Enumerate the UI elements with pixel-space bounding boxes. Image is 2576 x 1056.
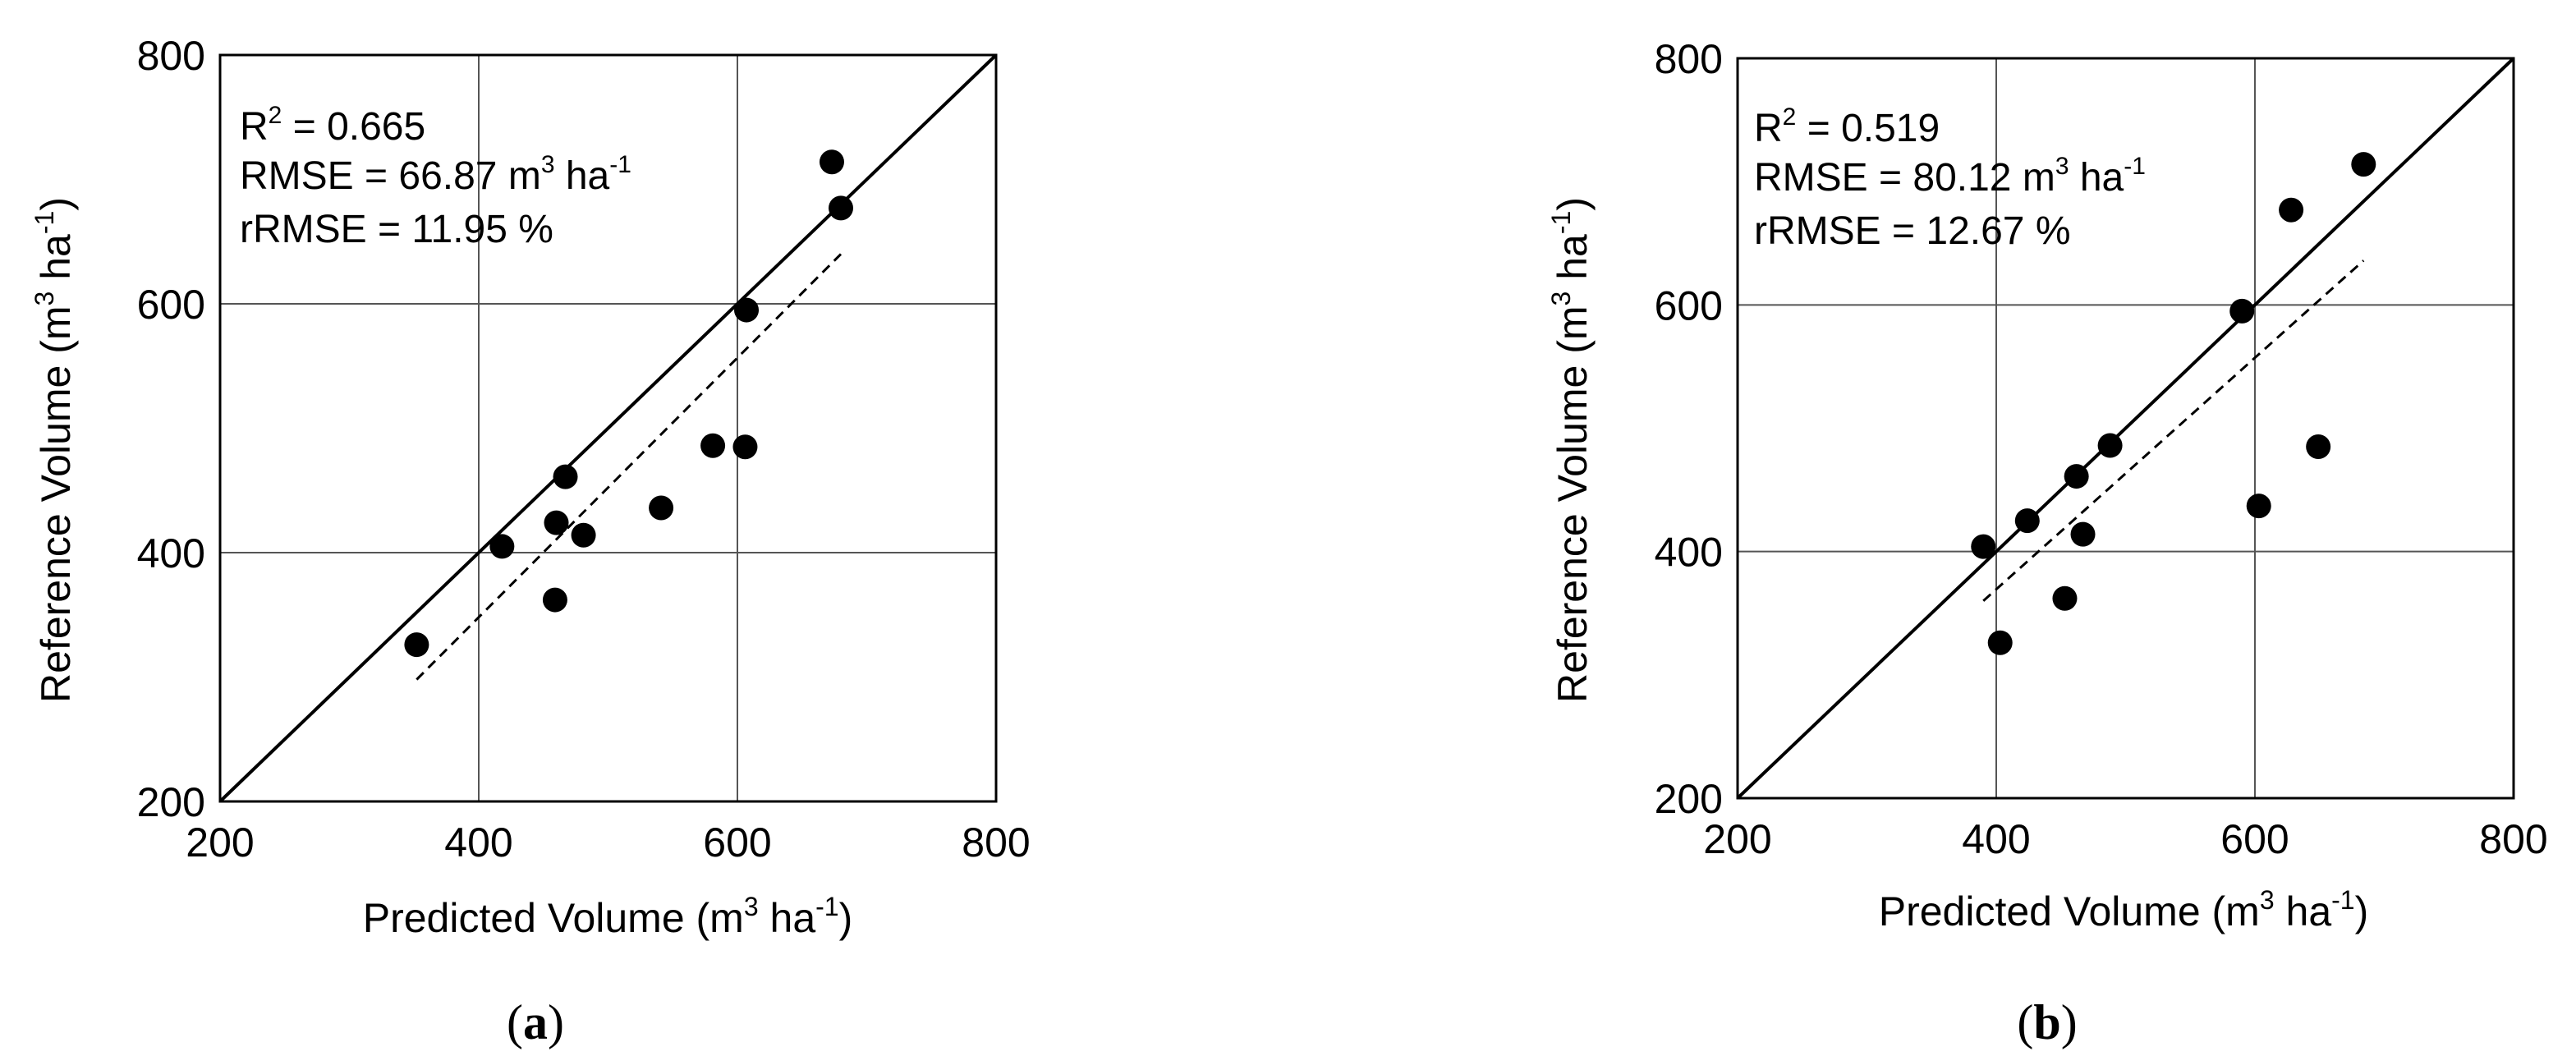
x-tick-label: 200 bbox=[186, 820, 254, 865]
data-point bbox=[700, 433, 726, 458]
data-point bbox=[544, 510, 569, 535]
data-point bbox=[2064, 464, 2089, 489]
rmse-annotation-a: RMSE = 66.87 m3 ha-1 bbox=[240, 151, 631, 198]
panel-a: 200 400 600 800 200 400 600 800 R2 = 0.665 RMSE… bbox=[30, 33, 1031, 1049]
data-point bbox=[2306, 434, 2331, 460]
y-tick-label: 600 bbox=[137, 282, 205, 328]
data-points-b bbox=[1971, 152, 2376, 655]
x-tick-label: 400 bbox=[1962, 816, 2030, 862]
data-point bbox=[1987, 630, 2013, 655]
data-point bbox=[553, 464, 578, 489]
data-point bbox=[2351, 152, 2376, 177]
x-axis-label-b: Predicted Volume (m3 ha-1) bbox=[1879, 885, 2369, 934]
y-axis-label-a: Reference Volume (m3 ha-1) bbox=[30, 197, 79, 703]
data-points-a bbox=[404, 149, 853, 658]
data-point bbox=[2246, 494, 2271, 519]
caption-b: (b) bbox=[2017, 995, 2077, 1049]
data-point bbox=[542, 587, 567, 613]
data-point bbox=[819, 149, 844, 175]
x-axis-label-a: Predicted Volume (m3 ha-1) bbox=[363, 892, 853, 941]
data-point bbox=[2097, 433, 2123, 458]
data-point bbox=[571, 522, 596, 548]
data-point bbox=[2070, 521, 2096, 547]
data-point bbox=[2014, 508, 2040, 534]
rrmse-annotation-a: rRMSE = 11.95 % bbox=[240, 208, 553, 251]
data-point bbox=[404, 632, 429, 658]
data-point bbox=[829, 195, 853, 221]
y-tick-label: 800 bbox=[1655, 36, 1723, 82]
x-tick-label: 600 bbox=[703, 820, 771, 865]
one-to-one-line-a bbox=[218, 53, 998, 803]
rmse-annotation-b: RMSE = 80.12 m3 ha-1 bbox=[1754, 153, 2146, 200]
caption-a: (a) bbox=[507, 995, 564, 1049]
r2-annotation-a: R2 = 0.665 bbox=[240, 102, 425, 149]
x-tick-label: 600 bbox=[2220, 816, 2289, 862]
data-point bbox=[734, 297, 760, 323]
regression-line-b bbox=[1982, 259, 2365, 602]
grid-lines-a bbox=[220, 55, 996, 801]
x-tick-label: 800 bbox=[962, 820, 1030, 865]
y-tick-label: 600 bbox=[1655, 282, 1723, 328]
x-tick-label: 200 bbox=[1703, 816, 1771, 862]
data-point bbox=[1971, 534, 1996, 559]
grid-lines-b bbox=[1738, 58, 2514, 798]
tick-labels-b: 200 400 600 800 200 400 600 800 bbox=[1655, 36, 2548, 862]
y-tick-label: 800 bbox=[137, 33, 205, 79]
y-tick-label: 400 bbox=[1655, 530, 1723, 576]
data-point bbox=[732, 434, 758, 460]
x-tick-label: 800 bbox=[2479, 816, 2547, 862]
rrmse-annotation-b: rRMSE = 12.67 % bbox=[1754, 209, 2071, 253]
r2-annotation-b: R2 = 0.519 bbox=[1754, 103, 1940, 150]
plot-frame-a bbox=[218, 53, 998, 803]
tick-labels-a: 200 400 600 800 200 400 600 800 bbox=[137, 33, 1031, 865]
panel-b: 200 400 600 800 200 400 600 800 R2 = 0.519 RMSE… bbox=[1546, 36, 2548, 1049]
one-to-one-line-b bbox=[1736, 57, 2515, 800]
data-point bbox=[649, 495, 674, 521]
regression-line-a bbox=[416, 253, 843, 681]
y-tick-label: 400 bbox=[137, 530, 205, 576]
data-point bbox=[2052, 585, 2078, 611]
x-tick-label: 400 bbox=[444, 820, 512, 865]
y-tick-label: 200 bbox=[1655, 776, 1723, 822]
data-point bbox=[2279, 197, 2304, 223]
y-tick-label: 200 bbox=[137, 779, 205, 825]
data-point bbox=[2229, 298, 2255, 324]
data-point bbox=[489, 534, 515, 559]
y-axis-label-b: Reference Volume (m3 ha-1) bbox=[1546, 197, 1596, 703]
plot-frame-b bbox=[1736, 57, 2515, 800]
